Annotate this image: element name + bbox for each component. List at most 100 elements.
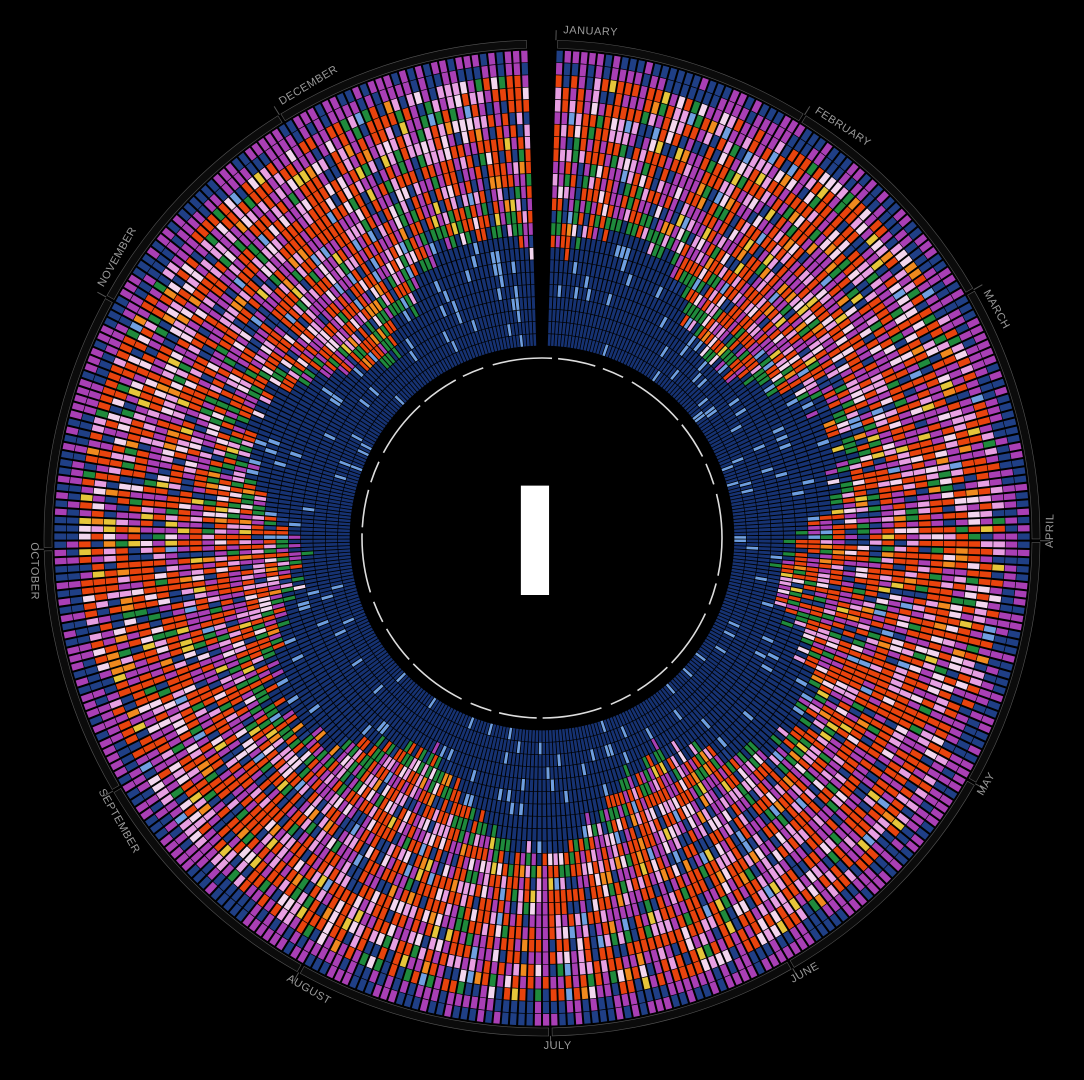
- heatmap-cell: [894, 439, 907, 448]
- heatmap-cell: [738, 477, 751, 484]
- heatmap-cell: [874, 283, 888, 296]
- heatmap-cell: [818, 444, 831, 452]
- heatmap-cell: [758, 531, 771, 536]
- heatmap-cell: [542, 878, 548, 890]
- heatmap-cell: [808, 340, 821, 351]
- heatmap-cell: [1017, 541, 1030, 548]
- heatmap-cell: [824, 280, 837, 292]
- heatmap-cell: [991, 378, 1005, 389]
- heatmap-cell: [672, 133, 681, 147]
- heatmap-cell: [745, 111, 757, 125]
- heatmap-cell: [573, 138, 580, 151]
- heatmap-cell: [633, 303, 641, 316]
- heatmap-cell: [968, 555, 980, 562]
- heatmap-cell: [695, 169, 705, 182]
- heatmap-cell: [890, 307, 904, 319]
- heatmap-cell: [638, 361, 647, 373]
- heatmap-cell: [906, 629, 920, 638]
- heatmap-cell: [546, 767, 550, 779]
- heatmap-cell: [679, 189, 689, 202]
- heatmap-cell: [732, 565, 744, 570]
- heatmap-cell: [980, 382, 994, 393]
- heatmap-cell: [952, 316, 966, 327]
- heatmap-cell: [770, 515, 783, 520]
- heatmap-cell: [703, 427, 716, 437]
- heatmap-cell: [664, 381, 675, 392]
- heatmap-cell: [566, 273, 572, 286]
- heatmap-cell: [881, 368, 895, 378]
- heatmap-cell: [823, 608, 836, 616]
- heatmap-cell: [705, 106, 716, 120]
- heatmap-cell: [551, 223, 556, 235]
- heatmap-cell: [730, 572, 743, 577]
- heatmap-cell: [719, 282, 730, 295]
- heatmap-cell: [628, 249, 636, 262]
- heatmap-cell: [564, 174, 570, 187]
- heatmap-cell: [909, 227, 923, 240]
- heatmap-cell: [820, 549, 833, 554]
- heatmap-cell: [965, 345, 979, 356]
- heatmap-cell: [679, 299, 689, 312]
- heatmap-cell: [561, 223, 567, 236]
- heatmap-cell: [505, 963, 513, 976]
- heatmap-cell: [770, 244, 782, 257]
- heatmap-cell: [545, 730, 549, 742]
- heatmap-cell: [873, 413, 886, 422]
- heatmap-cell: [646, 323, 655, 336]
- heatmap-cell: [1005, 533, 1018, 540]
- heatmap-cell: [814, 137, 826, 151]
- heatmap-cell: [932, 281, 946, 293]
- heatmap-cell: [691, 221, 701, 235]
- heatmap-cell: [527, 828, 532, 841]
- heatmap-cell: [673, 340, 683, 352]
- heatmap-cell: [792, 442, 805, 450]
- heatmap-cell: [820, 142, 833, 156]
- heatmap-cell: [908, 400, 921, 410]
- heatmap-cell: [820, 535, 833, 539]
- heatmap-cell: [951, 597, 964, 605]
- heatmap-cell: [670, 159, 680, 172]
- heatmap-cell: [955, 295, 969, 307]
- heatmap-cell: [744, 357, 756, 368]
- heatmap-cell: [777, 408, 790, 417]
- heatmap-cell: [672, 310, 682, 322]
- heatmap-cell: [811, 605, 824, 613]
- heatmap-cell: [542, 816, 547, 829]
- heatmap-cell: [919, 534, 931, 540]
- heatmap-cell: [752, 481, 765, 488]
- heatmap-cell: [986, 610, 1000, 618]
- heatmap-cell: [927, 479, 940, 487]
- heatmap-cell: [738, 441, 751, 450]
- heatmap-cell: [588, 276, 594, 289]
- heatmap-cell: [870, 534, 882, 540]
- heatmap-cell: [616, 271, 624, 284]
- month-ring-segment: [113, 787, 302, 973]
- heatmap-cell: [803, 405, 816, 415]
- heatmap-cell: [615, 131, 623, 144]
- heatmap-cell: [747, 463, 760, 470]
- heatmap-cell: [762, 471, 775, 478]
- heatmap-cell: [904, 307, 918, 319]
- heatmap-cell: [924, 459, 937, 467]
- heatmap-cell: [884, 217, 897, 230]
- heatmap-cell: [828, 435, 841, 443]
- heatmap-cell: [786, 603, 799, 611]
- heatmap-cell: [950, 604, 963, 612]
- heatmap-cell: [750, 436, 762, 445]
- heatmap-cell: [770, 422, 783, 431]
- heatmap-cell: [781, 365, 794, 376]
- heatmap-cell: [666, 237, 675, 250]
- heatmap-cell: [808, 530, 820, 535]
- heatmap-cell: [648, 310, 657, 323]
- heatmap-cell: [807, 415, 821, 424]
- heatmap-cell: [621, 132, 630, 146]
- heatmap-cell: [709, 305, 719, 318]
- heatmap-cell: [842, 497, 855, 503]
- heatmap-cell: [766, 443, 779, 451]
- heatmap-cell: [880, 251, 894, 263]
- heatmap-cell: [702, 92, 713, 106]
- heatmap-cell: [842, 373, 856, 383]
- heatmap-cell: [995, 627, 1009, 636]
- heatmap-cell: [563, 75, 570, 88]
- heatmap-cell: [629, 185, 638, 198]
